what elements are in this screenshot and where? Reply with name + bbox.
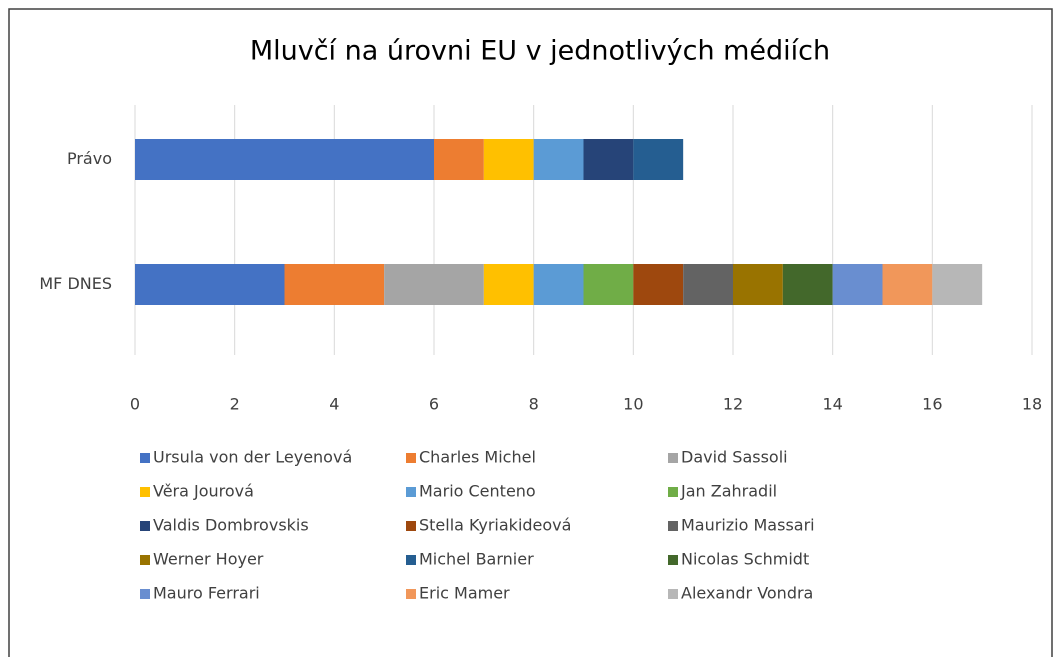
x-tick-label: 10 (623, 395, 643, 414)
legend-label: Mauro Ferrari (153, 584, 260, 603)
legend-swatch (668, 589, 678, 599)
legend-swatch (406, 521, 416, 531)
x-tick-label: 6 (429, 395, 439, 414)
legend-label: Valdis Dombrovskis (153, 516, 309, 535)
bar-segment (135, 264, 285, 305)
bar-segment (135, 139, 434, 180)
y-tick-label: Právo (67, 149, 112, 168)
bar-segment (583, 264, 634, 305)
legend-swatch (406, 589, 416, 599)
legend-swatch (406, 555, 416, 565)
legend-label: Věra Jourová (153, 482, 254, 501)
bar-segment (483, 139, 534, 180)
legend-label: Michel Barnier (419, 550, 534, 569)
bar-segment (633, 139, 684, 180)
x-tick-label: 16 (922, 395, 942, 414)
x-tick-label: 18 (1022, 395, 1042, 414)
legend-swatch (140, 521, 150, 531)
bar-segment (683, 264, 733, 305)
legend-label: Charles Michel (419, 448, 536, 467)
legend-label: Werner Hoyer (153, 550, 264, 569)
bar-segment (533, 264, 584, 305)
x-tick-label: 4 (329, 395, 339, 414)
legend-swatch (668, 521, 678, 531)
bar-segment (733, 264, 783, 305)
legend-swatch (140, 589, 150, 599)
bar-segment (583, 139, 634, 180)
x-tick-label: 12 (723, 395, 743, 414)
legend-label: Stella Kyriakideová (419, 516, 571, 535)
bar-segment (882, 264, 933, 305)
legend-swatch (668, 487, 678, 497)
legend-label: Mario Centeno (419, 482, 536, 501)
legend-label: Jan Zahradil (680, 482, 777, 501)
bar-segment (533, 139, 584, 180)
legend-swatch (406, 453, 416, 463)
x-tick-label: 14 (822, 395, 842, 414)
bar-segment (633, 264, 684, 305)
bar-segment (284, 264, 385, 305)
bar-segment (434, 139, 484, 180)
chart-frame (8, 8, 1053, 657)
legend-swatch (668, 555, 678, 565)
legend-swatch (140, 555, 150, 565)
bar-segment (782, 264, 833, 305)
legend-label: David Sassoli (681, 448, 788, 467)
legend-label: Maurizio Massari (681, 516, 815, 535)
y-tick-label: MF DNES (39, 274, 112, 293)
bar-segment (483, 264, 534, 305)
bar-segment (384, 264, 484, 305)
legend-label: Ursula von der Leyenová (153, 448, 352, 467)
bar-segment (832, 264, 883, 305)
chart-title: Mluvčí na úrovni EU v jednotlivých médií… (250, 36, 830, 67)
x-tick-label: 8 (529, 395, 539, 414)
legend-swatch (406, 487, 416, 497)
legend-label: Nicolas Schmidt (681, 550, 809, 569)
legend-label: Alexandr Vondra (681, 584, 813, 603)
legend-swatch (140, 453, 150, 463)
legend-label: Eric Mamer (419, 584, 510, 603)
x-tick-label: 0 (130, 395, 140, 414)
bar-segment (932, 264, 983, 305)
legend-swatch (668, 453, 678, 463)
legend-swatch (140, 487, 150, 497)
x-tick-label: 2 (230, 395, 240, 414)
